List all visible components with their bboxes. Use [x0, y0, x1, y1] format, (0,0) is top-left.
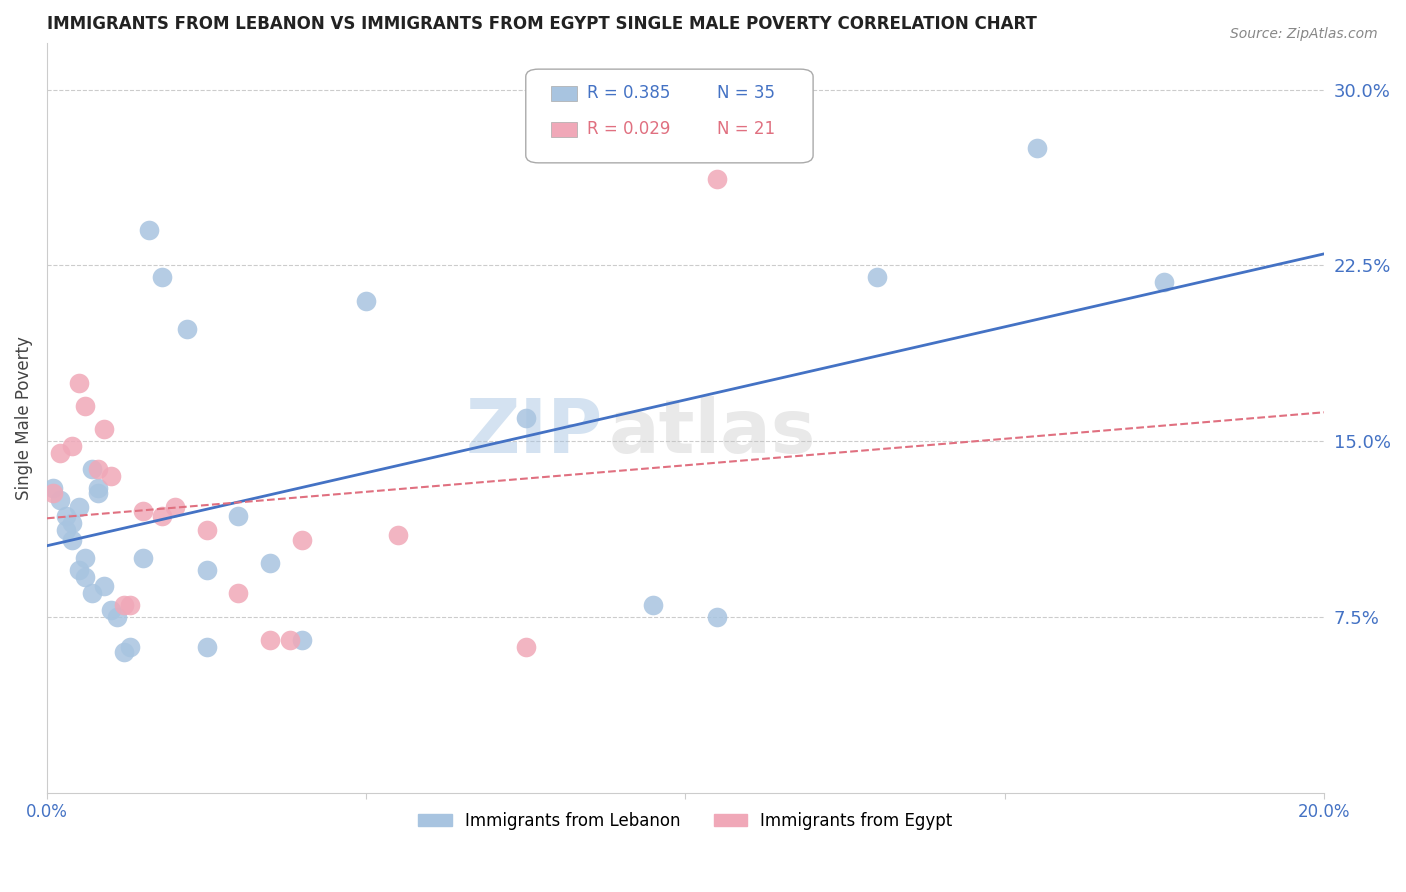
Point — [48, 446, 70, 460]
Point — [1153, 275, 1175, 289]
FancyBboxPatch shape — [526, 70, 813, 163]
Point — [67, 376, 90, 390]
Point — [228, 509, 250, 524]
Point — [87, 462, 110, 476]
Point — [278, 633, 301, 648]
Point — [112, 598, 135, 612]
Point — [75, 399, 97, 413]
Point — [150, 509, 173, 524]
Point — [75, 570, 97, 584]
Point — [150, 270, 173, 285]
Point — [62, 516, 84, 531]
Point — [62, 533, 84, 547]
Point — [42, 481, 65, 495]
Point — [515, 410, 537, 425]
Point — [80, 462, 103, 476]
Point — [228, 586, 250, 600]
Point — [643, 598, 665, 612]
FancyBboxPatch shape — [551, 121, 576, 136]
Point — [93, 579, 115, 593]
Legend: Immigrants from Lebanon, Immigrants from Egypt: Immigrants from Lebanon, Immigrants from… — [412, 805, 959, 837]
Point — [706, 171, 728, 186]
Point — [195, 523, 218, 537]
Point — [80, 586, 103, 600]
Text: IMMIGRANTS FROM LEBANON VS IMMIGRANTS FROM EGYPT SINGLE MALE POVERTY CORRELATION: IMMIGRANTS FROM LEBANON VS IMMIGRANTS FR… — [46, 15, 1036, 33]
FancyBboxPatch shape — [551, 86, 576, 101]
Point — [100, 469, 122, 483]
Point — [515, 640, 537, 655]
Point — [93, 422, 115, 436]
Point — [105, 610, 128, 624]
Point — [163, 500, 186, 514]
Point — [67, 500, 90, 514]
Point — [195, 640, 218, 655]
Text: Source: ZipAtlas.com: Source: ZipAtlas.com — [1230, 27, 1378, 41]
Point — [706, 610, 728, 624]
Point — [118, 640, 141, 655]
Point — [291, 533, 314, 547]
Point — [42, 485, 65, 500]
Point — [138, 223, 160, 237]
Point — [118, 598, 141, 612]
Point — [62, 439, 84, 453]
Point — [866, 270, 889, 285]
Point — [131, 504, 153, 518]
Point — [87, 485, 110, 500]
Point — [176, 322, 198, 336]
Text: atlas: atlas — [609, 396, 815, 469]
Point — [87, 481, 110, 495]
Point — [48, 492, 70, 507]
Point — [291, 633, 314, 648]
Text: N = 21: N = 21 — [717, 120, 776, 138]
Point — [259, 556, 281, 570]
Point — [112, 645, 135, 659]
Point — [1025, 141, 1047, 155]
Point — [259, 633, 281, 648]
Point — [131, 551, 153, 566]
Text: ZIP: ZIP — [465, 396, 602, 469]
Point — [75, 551, 97, 566]
Point — [55, 523, 77, 537]
Point — [387, 528, 409, 542]
Point — [195, 563, 218, 577]
Text: R = 0.029: R = 0.029 — [588, 120, 671, 138]
Point — [354, 293, 377, 308]
Text: N = 35: N = 35 — [717, 84, 775, 102]
Text: R = 0.385: R = 0.385 — [588, 84, 671, 102]
Point — [55, 509, 77, 524]
Y-axis label: Single Male Poverty: Single Male Poverty — [15, 335, 32, 500]
Point — [67, 563, 90, 577]
Point — [100, 603, 122, 617]
